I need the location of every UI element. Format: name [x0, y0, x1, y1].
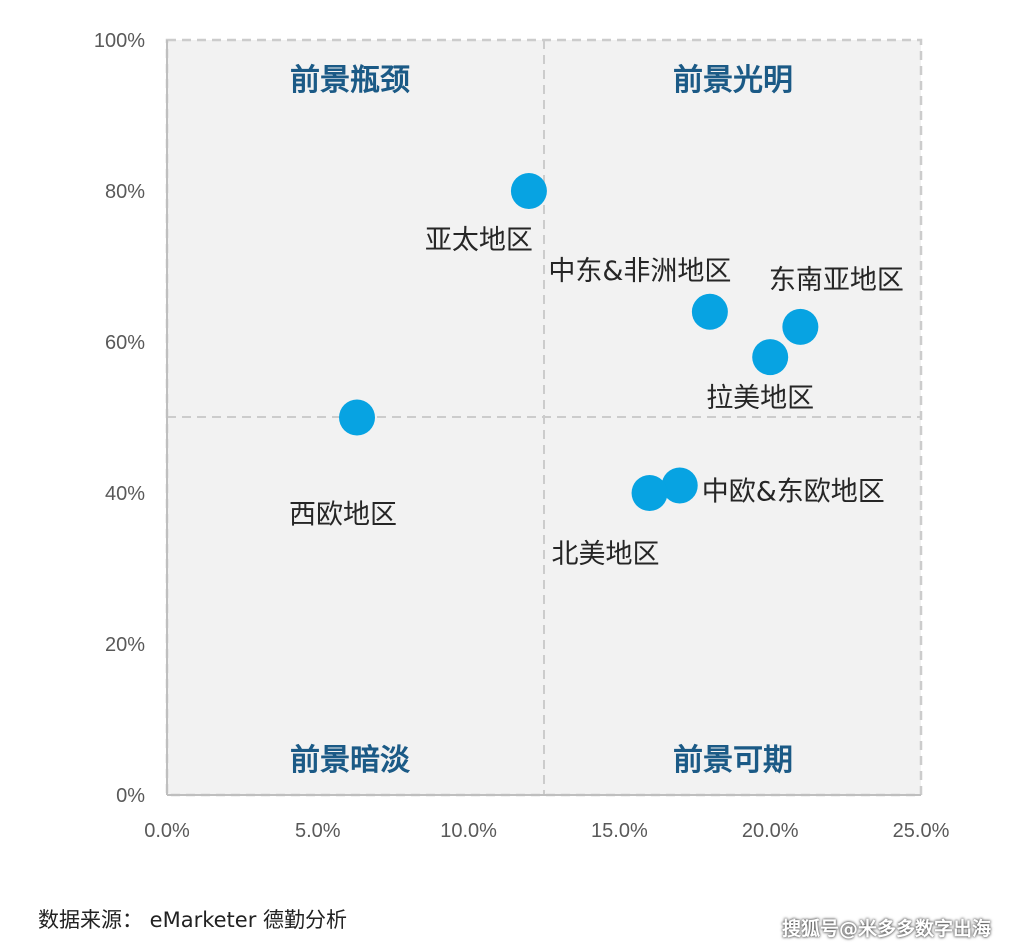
- quadrant-label-top-right: 前景光明: [673, 63, 793, 98]
- watermark: 搜狐号@米多多数字出海: [781, 918, 991, 940]
- data-point: [691, 293, 728, 330]
- point-label: 东南亚地区: [769, 265, 904, 296]
- point-label: 中欧&东欧地区: [702, 476, 885, 507]
- data-point: [339, 399, 376, 436]
- data-point: [631, 475, 668, 511]
- data-point: [661, 467, 698, 504]
- y-tick-label: 100%: [94, 30, 145, 52]
- point-label: 西欧地区: [289, 500, 397, 531]
- quadrant-label-top-left: 前景瓶颈: [290, 63, 410, 98]
- source-note: 数据来源： eMarketer 德勤分析: [38, 908, 348, 932]
- x-tick-label: 25.0%: [893, 820, 950, 842]
- point-label: 北美地区: [552, 539, 660, 570]
- x-tick-label: 10.0%: [440, 820, 497, 842]
- data-point: [510, 173, 547, 209]
- data-point: [782, 308, 819, 345]
- y-tick-label: 80%: [105, 181, 145, 203]
- data-point: [752, 339, 789, 376]
- y-tick-label: 40%: [105, 483, 145, 505]
- quadrant-label-bottom-left: 前景暗淡: [290, 743, 411, 778]
- y-tick-label: 60%: [105, 332, 145, 354]
- quadrant-label-bottom-right: 前景可期: [673, 743, 793, 778]
- point-label: 中东&非洲地区: [548, 256, 731, 287]
- x-tick-label: 20.0%: [742, 820, 799, 842]
- point-label: 拉美地区: [706, 383, 814, 414]
- x-tick-label: 0.0%: [144, 820, 190, 842]
- point-label: 亚太地区: [425, 225, 533, 256]
- y-tick-label: 0%: [116, 785, 145, 807]
- x-tick-label: 15.0%: [591, 820, 648, 842]
- scatter-chart: 0% 20% 40% 60% 80% 100% 0.0% 5.0% 10.0% 15.0% 20.…: [94, 30, 950, 842]
- y-tick-label: 20%: [105, 634, 145, 656]
- x-tick-label: 5.0%: [295, 820, 341, 842]
